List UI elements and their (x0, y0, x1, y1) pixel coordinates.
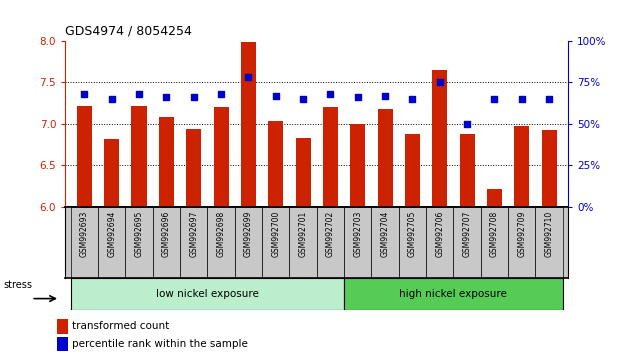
Bar (296, 138, 310, 207)
Bar (323, 107, 338, 207)
Bar (159, 117, 174, 207)
Point (271, 93, 281, 98)
Point (462, 121, 472, 127)
Text: GSM992708: GSM992708 (490, 211, 499, 257)
Bar (405, 134, 420, 207)
Bar (57, 337, 68, 352)
Text: GSM992707: GSM992707 (463, 211, 471, 257)
Bar (132, 105, 147, 207)
Bar (268, 121, 283, 207)
Text: GSM992698: GSM992698 (217, 211, 225, 257)
Text: GSM992709: GSM992709 (517, 211, 526, 257)
Bar (289, 207, 317, 278)
Point (489, 96, 499, 102)
Point (380, 93, 390, 98)
Text: GSM992703: GSM992703 (353, 211, 362, 257)
Text: GSM992706: GSM992706 (435, 211, 444, 257)
Bar (71, 207, 98, 278)
Text: high nickel exposure: high nickel exposure (399, 289, 507, 299)
Bar (214, 107, 229, 207)
Bar (71, 278, 344, 310)
Text: GSM992704: GSM992704 (381, 211, 389, 257)
Bar (57, 319, 68, 333)
Bar (262, 207, 289, 278)
Point (189, 95, 199, 100)
Point (544, 96, 554, 102)
Bar (207, 207, 235, 278)
Point (517, 96, 527, 102)
Point (79, 91, 89, 97)
Bar (235, 207, 262, 278)
Bar (514, 126, 529, 207)
Text: percentile rank within the sample: percentile rank within the sample (72, 339, 248, 349)
Text: GSM992710: GSM992710 (545, 211, 553, 257)
Text: GSM992696: GSM992696 (162, 211, 171, 257)
Bar (481, 207, 508, 278)
Bar (371, 207, 399, 278)
Bar (317, 207, 344, 278)
Bar (508, 207, 535, 278)
Bar (98, 207, 125, 278)
Bar (77, 105, 92, 207)
Point (216, 91, 226, 97)
Bar (180, 207, 207, 278)
Point (407, 96, 417, 102)
Bar (104, 139, 119, 207)
Text: GSM992697: GSM992697 (189, 211, 198, 257)
Text: GSM992700: GSM992700 (271, 211, 280, 257)
Text: GSM992701: GSM992701 (299, 211, 307, 257)
Bar (542, 130, 556, 207)
Point (435, 80, 445, 85)
Text: GSM992705: GSM992705 (408, 211, 417, 257)
Bar (399, 207, 426, 278)
Bar (378, 109, 392, 207)
Text: GSM992695: GSM992695 (135, 211, 143, 257)
Text: low nickel exposure: low nickel exposure (156, 289, 259, 299)
Point (298, 96, 308, 102)
Text: GSM992702: GSM992702 (326, 211, 335, 257)
Text: GSM992694: GSM992694 (107, 211, 116, 257)
Bar (453, 207, 481, 278)
Bar (460, 134, 474, 207)
Text: GSM992699: GSM992699 (244, 211, 253, 257)
Point (325, 91, 335, 97)
Point (161, 95, 171, 100)
Bar (344, 207, 371, 278)
Bar (125, 207, 153, 278)
Bar (350, 124, 365, 207)
Point (134, 91, 144, 97)
Bar (344, 278, 563, 310)
Bar (487, 189, 502, 207)
Text: GDS4974 / 8054254: GDS4974 / 8054254 (65, 24, 192, 37)
Text: transformed count: transformed count (72, 321, 170, 331)
Point (353, 95, 363, 100)
Bar (186, 129, 201, 207)
Bar (426, 207, 453, 278)
Text: GSM992693: GSM992693 (80, 211, 89, 257)
Bar (535, 207, 563, 278)
Point (243, 74, 253, 80)
Point (107, 96, 117, 102)
Bar (153, 207, 180, 278)
Text: stress: stress (3, 280, 32, 290)
Bar (432, 70, 447, 207)
Bar (241, 42, 256, 207)
